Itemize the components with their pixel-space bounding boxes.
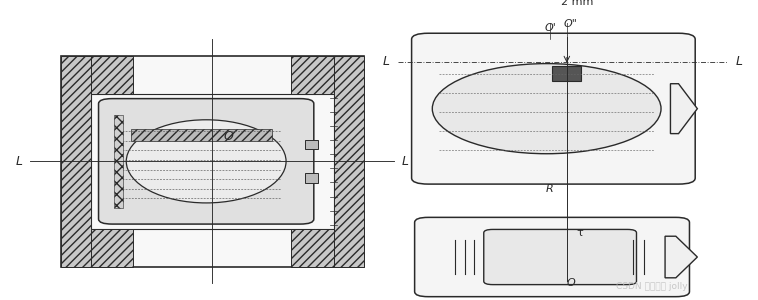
Text: L: L [383, 55, 390, 68]
FancyBboxPatch shape [415, 218, 690, 297]
Bar [334, 56, 364, 267]
Text: O: O [566, 278, 575, 288]
Bar [553, 66, 581, 81]
Bar [61, 56, 364, 267]
Text: τ: τ [576, 228, 583, 239]
Text: CSDN 刻笔小塾 jolly: CSDN 刻笔小塾 jolly [616, 282, 688, 291]
Bar [291, 229, 334, 267]
Bar [91, 229, 133, 267]
FancyBboxPatch shape [412, 33, 695, 184]
Ellipse shape [127, 120, 286, 203]
Bar [291, 56, 334, 94]
Text: O": O" [564, 19, 578, 28]
Text: L: L [735, 55, 743, 68]
Bar [131, 129, 272, 141]
Bar [91, 56, 133, 94]
Text: L: L [402, 155, 409, 168]
Text: L: L [15, 155, 23, 168]
Text: O': O' [544, 23, 556, 33]
Polygon shape [665, 236, 697, 278]
Polygon shape [670, 84, 697, 134]
Bar [305, 173, 318, 183]
Text: R: R [546, 184, 553, 194]
Bar [61, 56, 91, 267]
Ellipse shape [432, 64, 661, 154]
Bar [114, 115, 123, 208]
FancyBboxPatch shape [484, 230, 637, 285]
Text: O: O [224, 130, 233, 142]
FancyBboxPatch shape [99, 99, 314, 224]
Bar [91, 94, 334, 229]
Bar [305, 140, 318, 149]
Text: 2 mm: 2 mm [561, 0, 594, 8]
